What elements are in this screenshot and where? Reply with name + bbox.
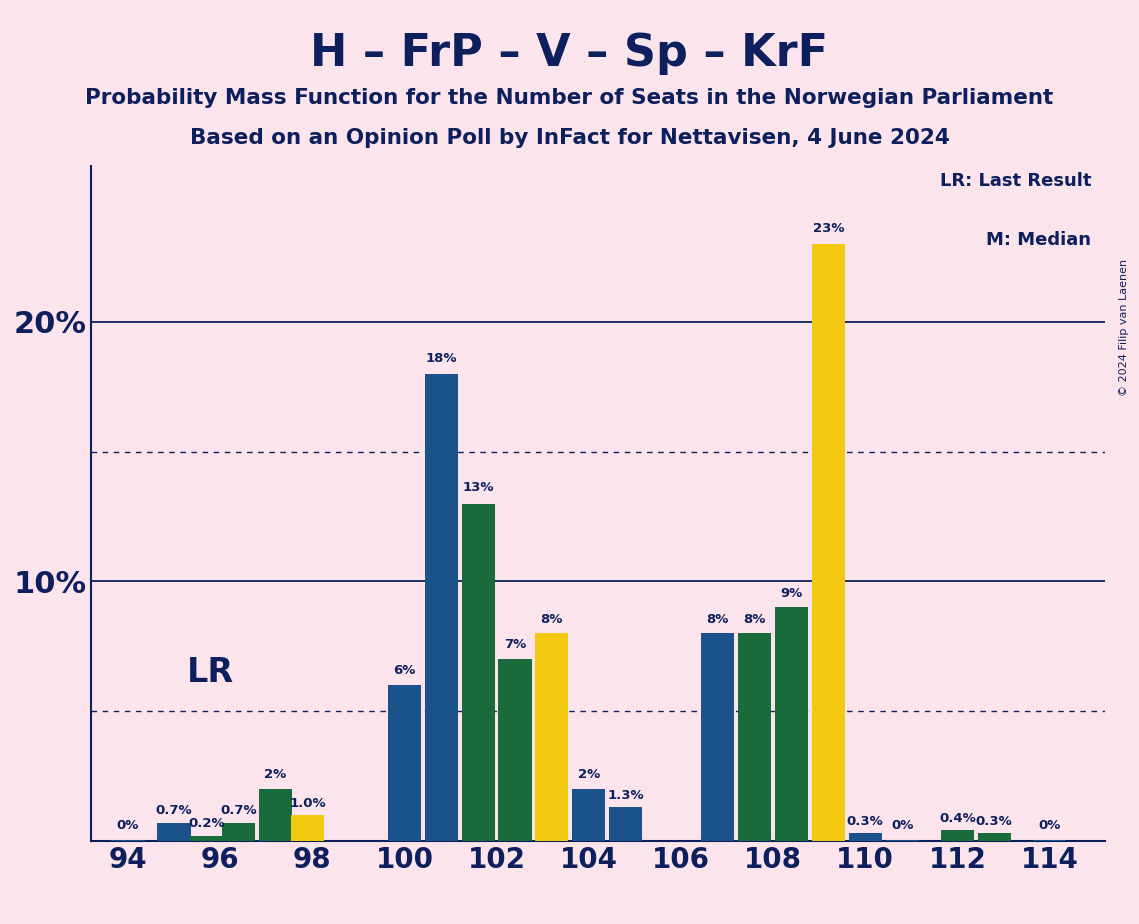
Text: 0.7%: 0.7% bbox=[156, 805, 192, 818]
Text: 0%: 0% bbox=[117, 819, 139, 832]
Text: 0.4%: 0.4% bbox=[939, 812, 976, 825]
Text: 8%: 8% bbox=[541, 613, 563, 626]
Bar bbox=[775, 607, 808, 841]
Bar bbox=[112, 840, 145, 841]
Bar bbox=[849, 833, 882, 841]
Text: 18%: 18% bbox=[426, 352, 457, 365]
Text: 7%: 7% bbox=[503, 638, 526, 651]
Text: H – FrP – V – Sp – KrF: H – FrP – V – Sp – KrF bbox=[311, 32, 828, 76]
Bar bbox=[292, 815, 325, 841]
Text: 13%: 13% bbox=[462, 481, 494, 494]
Bar bbox=[425, 374, 458, 841]
Text: 0%: 0% bbox=[1039, 819, 1060, 832]
Bar bbox=[461, 504, 494, 841]
Text: Probability Mass Function for the Number of Seats in the Norwegian Parliament: Probability Mass Function for the Number… bbox=[85, 88, 1054, 108]
Bar bbox=[1033, 840, 1066, 841]
Text: 8%: 8% bbox=[744, 613, 765, 626]
Bar bbox=[190, 835, 223, 841]
Text: M: Median: M: Median bbox=[986, 231, 1091, 249]
Bar bbox=[499, 659, 532, 841]
Text: LR: Last Result: LR: Last Result bbox=[940, 172, 1091, 189]
Text: Based on an Opinion Poll by InFact for Nettavisen, 4 June 2024: Based on an Opinion Poll by InFact for N… bbox=[189, 128, 950, 148]
Text: 0.3%: 0.3% bbox=[847, 815, 884, 828]
Bar bbox=[702, 633, 735, 841]
Bar bbox=[259, 789, 292, 841]
Text: 1.3%: 1.3% bbox=[607, 789, 644, 802]
Bar bbox=[977, 833, 1010, 841]
Text: 2%: 2% bbox=[577, 768, 600, 781]
Text: 0.3%: 0.3% bbox=[976, 815, 1013, 828]
Text: 0.2%: 0.2% bbox=[188, 818, 224, 831]
Bar bbox=[738, 633, 771, 841]
Text: LR: LR bbox=[187, 656, 235, 688]
Text: 0.7%: 0.7% bbox=[220, 805, 257, 818]
Bar bbox=[812, 244, 845, 841]
Text: 23%: 23% bbox=[812, 222, 844, 235]
Bar bbox=[572, 789, 605, 841]
Bar bbox=[222, 822, 255, 841]
Bar bbox=[609, 808, 642, 841]
Text: 6%: 6% bbox=[393, 664, 416, 677]
Bar bbox=[388, 686, 421, 841]
Bar bbox=[941, 831, 974, 841]
Bar bbox=[885, 840, 919, 841]
Text: M: M bbox=[535, 725, 568, 759]
Text: 1.0%: 1.0% bbox=[289, 796, 326, 809]
Bar bbox=[157, 822, 190, 841]
Text: 2%: 2% bbox=[264, 768, 287, 781]
Text: © 2024 Filip van Laenen: © 2024 Filip van Laenen bbox=[1120, 259, 1129, 395]
Text: 9%: 9% bbox=[780, 587, 803, 600]
Bar bbox=[535, 633, 568, 841]
Text: 8%: 8% bbox=[706, 613, 729, 626]
Text: 0%: 0% bbox=[891, 819, 913, 832]
